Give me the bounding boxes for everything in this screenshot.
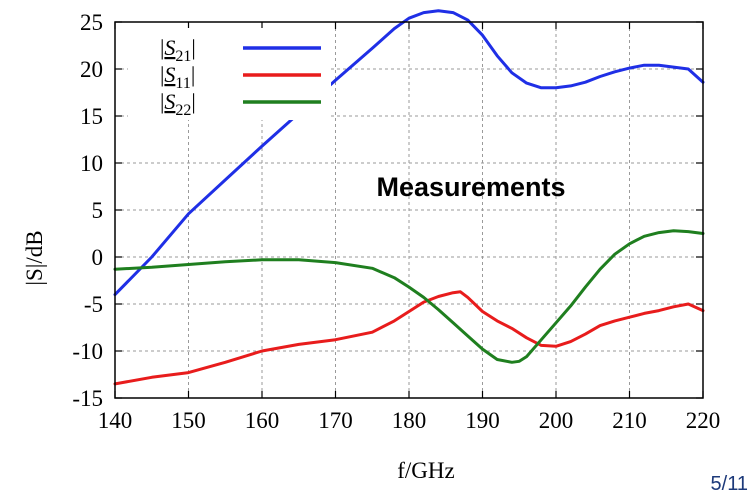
y-tick-label: 15 <box>80 104 103 129</box>
y-tick-label: -5 <box>84 292 103 317</box>
x-tick-label: 160 <box>245 408 280 433</box>
y-axis-label: |S|/dB <box>22 230 47 285</box>
x-tick-label: 150 <box>171 408 206 433</box>
x-tick-label: 190 <box>465 408 500 433</box>
page-number: 5/11 <box>711 473 748 492</box>
y-tick-label: 20 <box>80 57 103 82</box>
legend-label-21: |S21| <box>160 35 196 65</box>
y-tick-label: 10 <box>80 151 103 176</box>
x-tick-label: 200 <box>539 408 574 433</box>
series-line-11 <box>113 290 705 386</box>
legend-label-22: |S22| <box>160 89 196 119</box>
x-tick-label: 170 <box>318 408 353 433</box>
x-tick-label: 140 <box>98 408 133 433</box>
x-axis-label: f/GHz <box>397 458 454 483</box>
x-tick-label: 220 <box>686 408 721 433</box>
axis-ticks: 140 150 160 170 180 190 200 210 220 -15 -10 -5 0 5 10 1… <box>72 10 720 433</box>
annotation-measurements: Measurements <box>376 172 565 202</box>
y-tick-label: -15 <box>72 386 103 411</box>
series-line-22 <box>113 229 705 364</box>
y-tick-label: 5 <box>92 198 104 223</box>
x-tick-label: 210 <box>612 408 647 433</box>
legend: |S21||S11||S22| <box>128 28 331 120</box>
y-tick-label: -10 <box>72 339 103 364</box>
y-tick-label: 25 <box>80 10 103 35</box>
x-tick-label: 180 <box>392 408 427 433</box>
y-tick-label: 0 <box>92 245 104 270</box>
legend-label-11: |S11| <box>160 62 195 92</box>
